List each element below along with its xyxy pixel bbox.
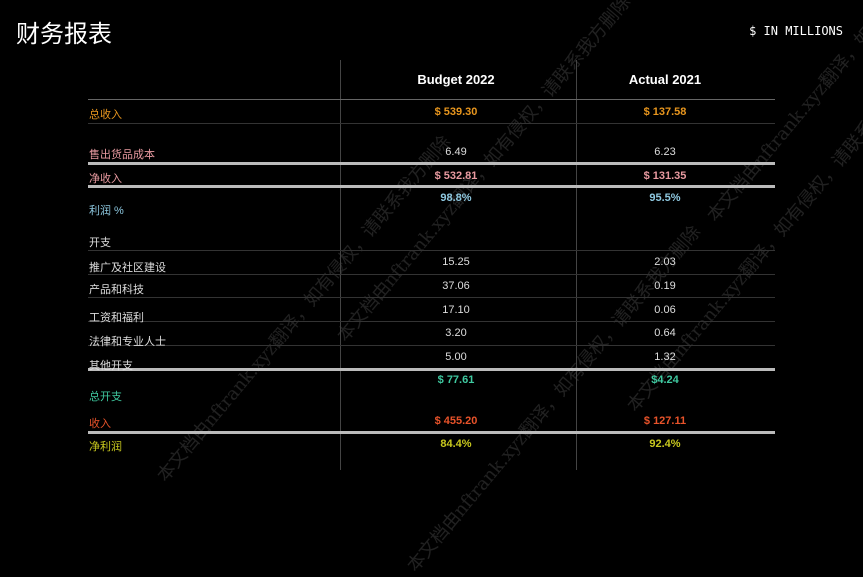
row-label: 工资和福利 xyxy=(89,312,144,324)
row-label: 净收入 xyxy=(89,173,122,185)
actual-value: $4.24 xyxy=(651,374,679,386)
column-divider xyxy=(576,60,577,470)
budget-value: 3.20 xyxy=(445,327,467,339)
budget-value: $ 77.61 xyxy=(437,374,475,386)
actual-value: 2.03 xyxy=(654,256,676,268)
budget-value: $ 539.30 xyxy=(434,106,478,118)
budget-value: 37.06 xyxy=(442,280,470,292)
actual-value: $ 137.58 xyxy=(643,106,687,118)
row-label: 开支 xyxy=(89,237,111,249)
row-label: 产品和科技 xyxy=(89,284,144,296)
row-label: 推广及社区建设 xyxy=(89,262,166,274)
units-label: $ IN MILLIONS xyxy=(749,24,843,38)
budget-value: 84.4% xyxy=(440,438,472,450)
divider xyxy=(88,250,775,251)
actual-value: 6.23 xyxy=(654,146,676,158)
budget-value: $ 532.81 xyxy=(434,170,478,182)
divider xyxy=(88,123,775,124)
watermark: 本文档由nftrank.xyz翻译，如有侵权，请联系我方删除 xyxy=(403,221,706,577)
budget-value: 17.10 xyxy=(442,304,470,316)
divider xyxy=(88,99,775,100)
divider xyxy=(88,274,775,275)
actual-value: $ 127.11 xyxy=(643,415,687,427)
column-divider xyxy=(340,60,341,470)
row-label: 其他开支 xyxy=(89,360,133,372)
actual-value: 0.64 xyxy=(654,327,676,339)
divider xyxy=(88,297,775,298)
divider xyxy=(88,431,775,434)
row-label: 收入 xyxy=(89,418,111,430)
budget-value: 15.25 xyxy=(442,256,470,268)
row-label: 总收入 xyxy=(89,109,122,121)
actual-value: 92.4% xyxy=(649,438,681,450)
row-label: 总开支 xyxy=(89,391,122,403)
column-header-actual: Actual 2021 xyxy=(628,72,702,87)
budget-value: 5.00 xyxy=(445,351,467,363)
divider xyxy=(88,345,775,346)
actual-value: 0.19 xyxy=(654,280,676,292)
divider xyxy=(88,162,775,165)
actual-value: 1.32 xyxy=(654,351,676,363)
row-label: 法律和专业人士 xyxy=(89,336,166,348)
divider xyxy=(88,321,775,322)
actual-value: 0.06 xyxy=(654,304,676,316)
row-label: 净利润 xyxy=(89,441,122,453)
row-label: 售出货品成本 xyxy=(89,149,155,161)
actual-value: $ 131.35 xyxy=(643,170,687,182)
divider xyxy=(88,185,775,188)
row-label: 利润 % xyxy=(89,205,124,217)
budget-value: 98.8% xyxy=(440,192,472,204)
budget-value: 6.49 xyxy=(445,146,467,158)
divider xyxy=(88,368,775,371)
actual-value: 95.5% xyxy=(649,192,681,204)
page-title: 财务报表 xyxy=(16,20,112,48)
column-header-budget: Budget 2022 xyxy=(417,72,495,87)
budget-value: $ 455.20 xyxy=(434,415,478,427)
